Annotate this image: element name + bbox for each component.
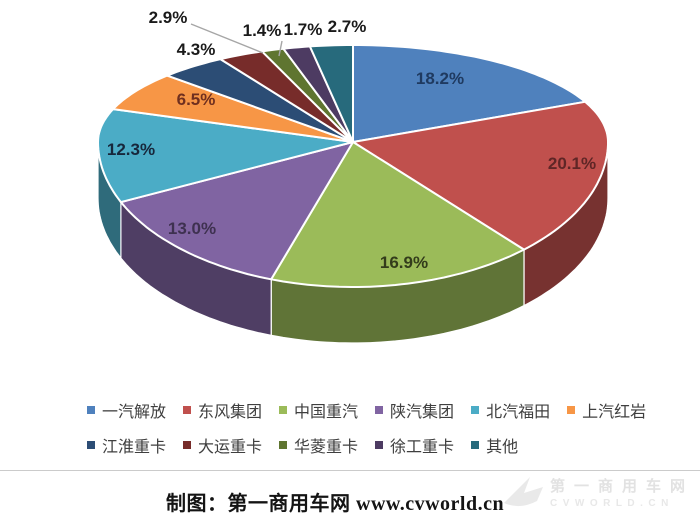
legend-item-5: 上汽红岩 — [567, 398, 646, 422]
watermark-cn: 第一商用车网 — [549, 477, 694, 495]
pie-label-4: 12.3% — [106, 140, 156, 159]
legend-item-6: 江淮重卡 — [87, 433, 166, 457]
legend-marker-icon — [375, 441, 384, 449]
pie-label-7: 2.9% — [148, 8, 188, 27]
legend-item-8: 华菱重卡 — [279, 433, 358, 457]
pie-slice-0 — [352, 44, 587, 143]
legend-row-2: 江淮重卡 大运重卡 华菱重卡 徐工重卡 其他 — [87, 433, 687, 457]
legend-marker-icon — [87, 441, 95, 449]
watermark-text: 第一商用车网 CVWORLD.CN — [550, 477, 694, 510]
pie-slice-6 — [166, 58, 354, 143]
legend-label: 中国重汽 — [294, 404, 359, 421]
legend-row-1: 一汽解放 东风集团 中国重汽 陕汽集团 北汽福田 上汽红岩 — [87, 398, 687, 422]
pie-slice-2 — [270, 141, 525, 288]
pie-chart-svg — [97, 23, 609, 344]
legend-label: 上汽红岩 — [582, 404, 647, 421]
pie-label-3: 13.0% — [167, 219, 217, 238]
legend-label: 其他 — [486, 439, 519, 456]
legend-label: 北汽福田 — [486, 404, 551, 421]
legend-marker-icon — [279, 406, 288, 414]
legend-marker-icon — [471, 406, 480, 414]
leader-line-7 — [190, 23, 264, 54]
legend-label: 大运重卡 — [198, 439, 263, 456]
legend-item-0: 一汽解放 — [87, 398, 166, 422]
legend-label: 徐工重卡 — [390, 439, 455, 456]
legend-label: 华菱重卡 — [294, 439, 359, 456]
pie-chart-area: 18.2% 20.1% 16.9% 13.0% 12.3% 6.5% 4.3% 2.9% 1.4… — [97, 8, 609, 344]
pie-slice-3 — [119, 141, 354, 281]
watermark-en: CVWORLD.CN — [549, 497, 674, 509]
legend-marker-icon — [279, 441, 288, 449]
leader-line-8 — [278, 40, 283, 57]
legend-item-2: 中国重汽 — [279, 398, 358, 422]
pie-slice-10 — [308, 44, 354, 143]
pie-slice-5 — [112, 74, 354, 143]
legend-label: 江淮重卡 — [102, 439, 167, 456]
legend-item-1: 东风集团 — [183, 398, 262, 422]
legend-item-3: 陕汽集团 — [375, 398, 454, 422]
pie-label-0: 18.2% — [415, 69, 465, 88]
legend-item-9: 徐工重卡 — [375, 433, 454, 457]
legend-label: 陕汽集团 — [390, 404, 455, 421]
legend-marker-icon — [183, 406, 192, 414]
legend-marker-icon — [183, 441, 192, 449]
footer-separator — [0, 470, 700, 471]
chart-legend: 一汽解放 东风集团 中国重汽 陕汽集团 北汽福田 上汽红岩江淮重卡 大运重卡 华菱重卡 徐工重卡… — [87, 398, 687, 468]
legend-marker-icon — [567, 406, 576, 414]
pie-label-8: 1.4% — [242, 21, 282, 40]
footer-credit: 制图：第一商用车网 www.cvworld.cn — [166, 493, 505, 515]
legend-label: 东风集团 — [198, 404, 263, 421]
cvworld-logo-icon — [503, 477, 543, 507]
pie-label-10: 2.7% — [327, 17, 367, 36]
pie-slice-1 — [352, 100, 609, 251]
site-watermark: 第一商用车网 CVWORLD.CN — [502, 473, 694, 513]
legend-marker-icon — [471, 441, 480, 449]
legend-marker-icon — [375, 406, 384, 414]
pie-label-6: 4.3% — [176, 40, 216, 59]
legend-label: 一汽解放 — [102, 404, 167, 421]
pie-label-2: 16.9% — [379, 253, 429, 272]
legend-item-4: 北汽福田 — [471, 398, 550, 422]
legend-item-10: 其他 — [471, 433, 518, 457]
pie-label-5: 6.5% — [176, 90, 216, 109]
pie-label-9: 1.7% — [283, 20, 323, 39]
pie-slice-4 — [97, 108, 354, 204]
pie-label-1: 20.1% — [547, 154, 597, 173]
legend-marker-icon — [87, 406, 95, 414]
legend-item-7: 大运重卡 — [183, 433, 262, 457]
